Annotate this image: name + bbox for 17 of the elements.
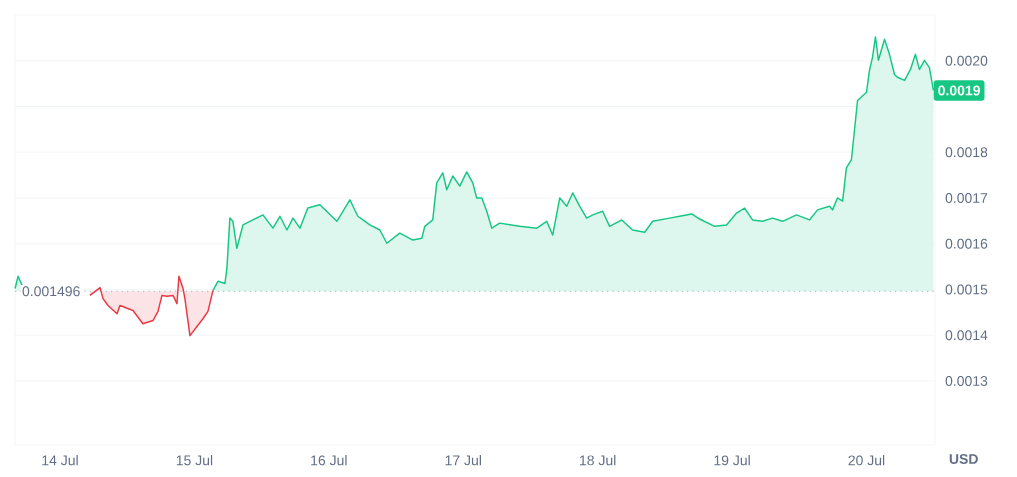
x-tick-label: 18 Jul [580, 455, 616, 466]
y-tick-label: 0.0013 [945, 376, 988, 386]
x-tick-label: 20 Jul [848, 455, 885, 466]
y-axis-title: USD [949, 454, 978, 464]
x-tick-label: 15 Jul [176, 455, 213, 466]
x-tick-label: 16 Jul [311, 455, 347, 466]
x-tick-label: 17 Jul [445, 455, 481, 466]
y-tick-label: 0.0018 [945, 147, 988, 158]
y-tick-label: 0.0015 [945, 284, 988, 295]
y-tick-label: 0.0016 [945, 238, 988, 249]
y-tick-label: 0.0020 [945, 55, 988, 66]
ref-line-label: 0.001496 [22, 286, 80, 297]
y-tick-label: 0.0017 [945, 193, 988, 203]
annotation: 0.0019 [938, 85, 980, 96]
x-tick-label: 19 Jul [714, 455, 750, 466]
x-tick-label: 14 Jul [42, 455, 78, 466]
y-tick-label: 0.0014 [945, 330, 988, 341]
